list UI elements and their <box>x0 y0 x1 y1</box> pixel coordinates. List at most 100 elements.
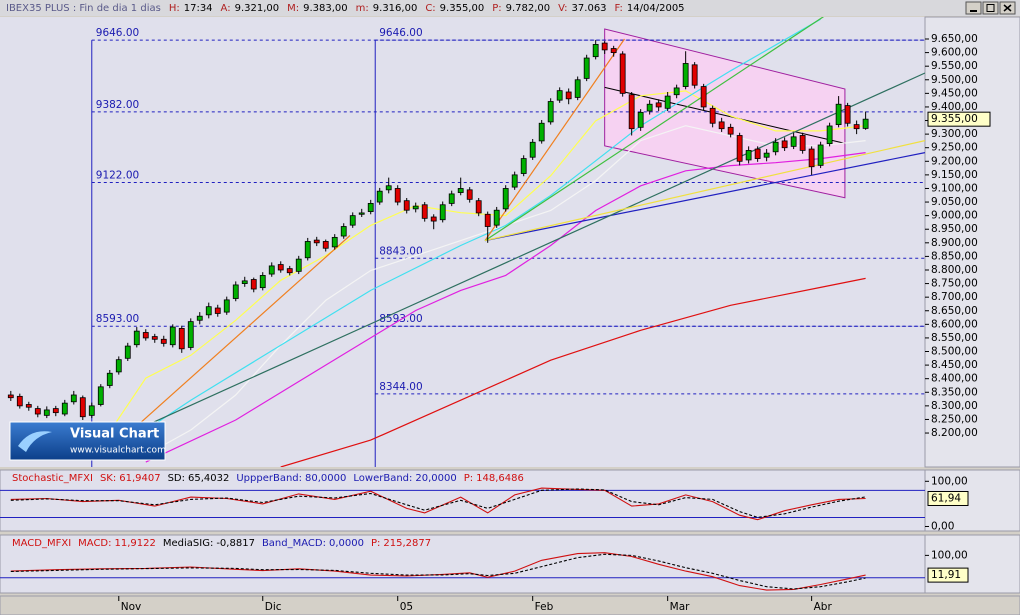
candle-body <box>538 122 545 142</box>
minimize-button[interactable] <box>965 1 982 15</box>
channel-midline <box>604 86 846 144</box>
header-field-name: M: <box>287 3 299 14</box>
candle-body <box>250 279 257 290</box>
fibonacci-label: 9122.00 <box>96 169 139 181</box>
fibonacci-label: 8344.00 <box>379 381 422 393</box>
maximize-button[interactable] <box>982 1 999 15</box>
candle-body <box>781 140 788 149</box>
moving-average <box>280 277 866 467</box>
candle-body <box>196 315 203 321</box>
param-value: 80,0000 <box>305 473 346 484</box>
candle-body <box>520 158 527 174</box>
fibonacci-label: 8593.00 <box>96 313 139 325</box>
candle-body <box>214 307 221 314</box>
header-field-value: 9.316,00 <box>373 3 418 14</box>
overlay: 8.200,00 8.250,008.300,00 8.350,008.400,00… <box>12 33 991 613</box>
current-value-label: 11,91 <box>931 569 961 581</box>
current-value-box <box>927 111 991 127</box>
y-tick-label: 8.600,00 <box>931 318 978 330</box>
y-tick-label: 9.200,00 <box>931 155 978 167</box>
candle-body <box>367 203 374 212</box>
param-value: 61,9407 <box>119 473 160 484</box>
candle-body <box>322 241 329 249</box>
candle-body <box>259 275 266 289</box>
candle-body <box>511 174 518 188</box>
candle-body <box>313 239 320 244</box>
candle-body <box>655 102 662 108</box>
x-tick-label: Abr <box>814 601 833 613</box>
current-value-label: 61,94 <box>931 492 961 504</box>
y-tick-label: 8.950,00 <box>931 223 978 235</box>
candle-body <box>187 321 194 348</box>
y-tick-label: 8.850,00 <box>931 250 978 262</box>
candle-body <box>115 359 122 373</box>
candle-body <box>340 226 347 237</box>
candle-body <box>241 280 248 284</box>
header-field-name: C: <box>425 3 435 14</box>
candle-body <box>385 185 392 191</box>
candle-body <box>583 57 590 79</box>
x-tick-label: 05 <box>400 601 413 613</box>
time-axis <box>0 595 1020 615</box>
logo-swoosh <box>18 431 52 452</box>
candle-body <box>601 42 608 51</box>
fibonacci-label: 9646.00 <box>96 27 139 39</box>
candle-body <box>547 101 554 123</box>
trendline <box>484 140 925 242</box>
candle-body <box>646 103 653 112</box>
candle-body <box>862 118 869 129</box>
candle-body <box>205 306 212 316</box>
param-value: 65,4032 <box>188 473 229 484</box>
param-name: MediaSIG: <box>163 538 213 549</box>
candle-body <box>160 338 167 344</box>
header-field-name: m: <box>356 3 369 14</box>
header-field-value: 37.063 <box>572 3 607 14</box>
candle-body <box>853 124 860 130</box>
candle-body <box>16 395 23 407</box>
candle-body <box>763 152 770 158</box>
candle-body <box>169 326 176 346</box>
candle-body <box>448 193 455 204</box>
trendline <box>484 17 825 242</box>
header-field-name: V: <box>558 3 567 14</box>
candle-body <box>493 209 500 226</box>
candle-body <box>25 404 32 408</box>
candle-body <box>295 258 302 272</box>
candle-body <box>682 63 689 87</box>
moving-average <box>100 18 821 461</box>
current-value-box <box>927 567 969 583</box>
candle-body <box>394 188 401 203</box>
candle-body <box>421 204 428 219</box>
y-tick-label: 9.550,00 <box>931 60 978 72</box>
y-tick-label: 8.900,00 <box>931 237 978 249</box>
param-value: 0,0000 <box>329 538 364 549</box>
param-name: LowerBand: <box>353 473 412 484</box>
header-field-name: F: <box>615 3 623 14</box>
y-tick-label: 8.500,00 <box>931 346 978 358</box>
candle-body <box>430 216 437 222</box>
candle-body <box>403 200 410 211</box>
y-tick-label: 100,00 <box>931 549 968 561</box>
y-tick-label: 9.000,00 <box>931 210 978 222</box>
candle-body <box>223 299 230 313</box>
candle-body <box>817 144 824 166</box>
y-tick-label: 8.700,00 <box>931 291 978 303</box>
logo-title: Visual Chart <box>70 427 159 442</box>
candle-body <box>79 397 86 418</box>
candle-body <box>700 86 707 108</box>
price-axis <box>924 16 1020 468</box>
macd-plot <box>0 552 925 591</box>
y-tick-label: 8.450,00 <box>931 359 978 371</box>
header-title: IBEX35 PLUS : Fin de dia 1 dias <box>6 3 161 14</box>
window-buttons[interactable] <box>965 1 1016 15</box>
param-value: 215,2877 <box>383 538 431 549</box>
candle-body <box>142 332 149 339</box>
y-tick-label: 9.450,00 <box>931 87 978 99</box>
param-name: MACD: <box>78 538 111 549</box>
y-tick-label: 8.250,00 <box>931 413 978 425</box>
indicator-title: MACD_MFXI <box>12 538 71 549</box>
x-tick-label: Dic <box>265 601 282 613</box>
y-tick-label: 8.750,00 <box>931 278 978 290</box>
y-tick-label: 9.150,00 <box>931 169 978 181</box>
candle-body <box>457 188 464 193</box>
